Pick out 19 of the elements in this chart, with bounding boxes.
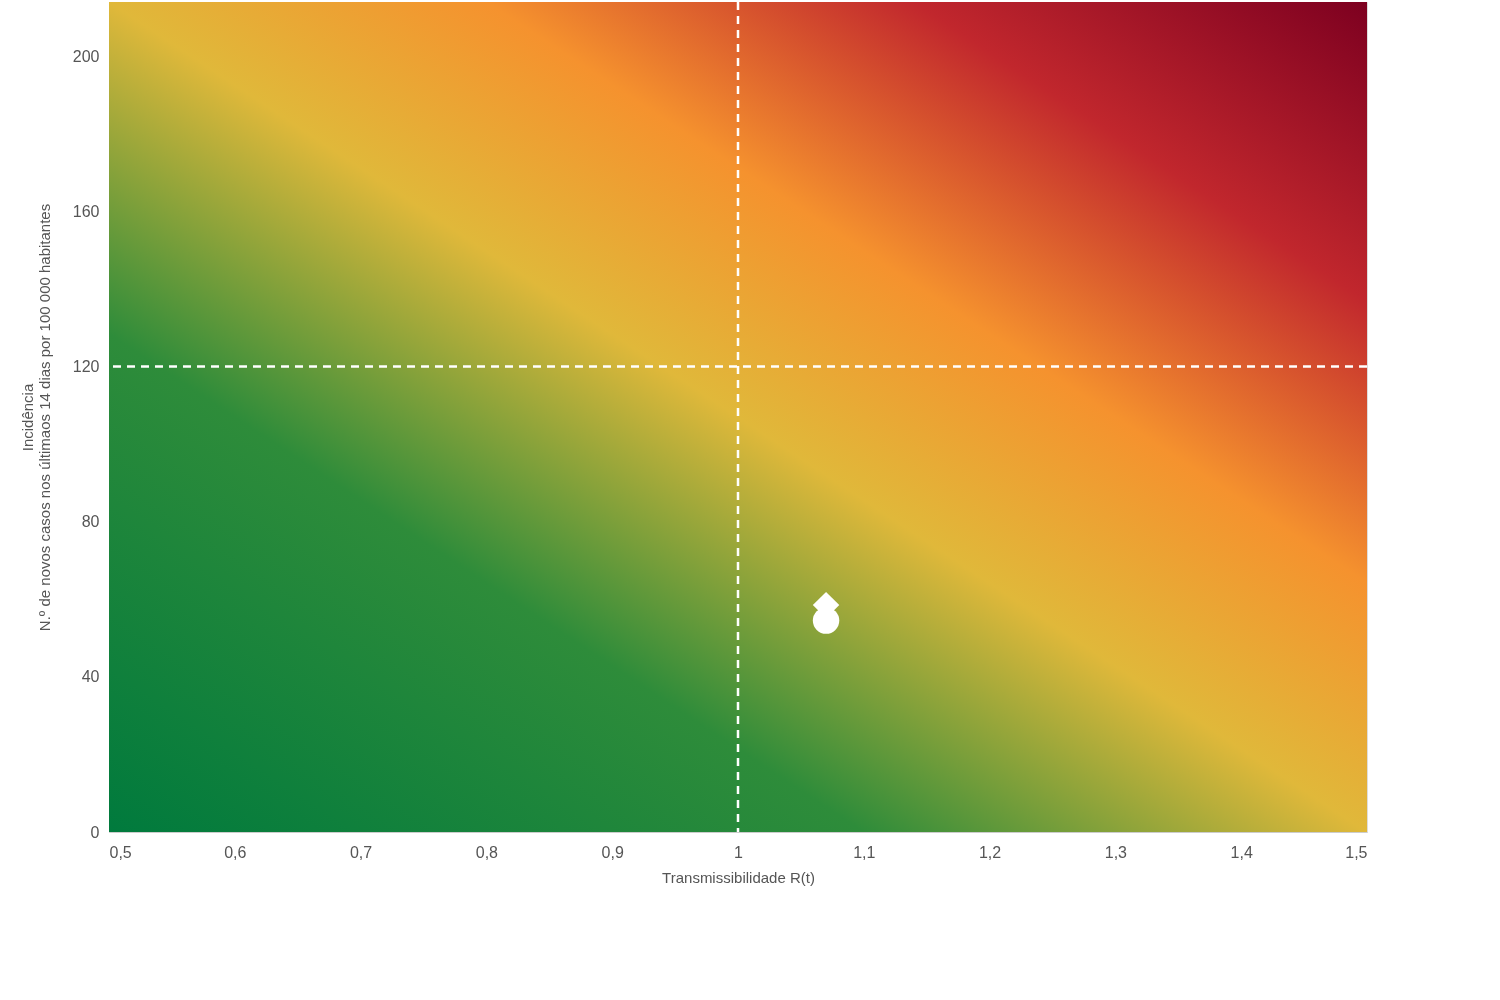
y-tick-label: 0 [90,823,100,841]
x-tick-label: 1,5 [1345,843,1368,861]
x-tick-label: 1 [734,843,744,861]
y-tick-label: 200 [72,47,100,65]
x-tick-label: 1,4 [1230,843,1253,861]
x-tick-label: 1,3 [1104,843,1128,861]
y-tick-label: 160 [72,202,100,220]
x-tick-label: 0,8 [475,843,499,861]
y-tick-label: 80 [81,513,100,531]
x-tick-label: 1,2 [978,843,1002,861]
y-axis-title: Incidência N.º de novos casos nos últimaos 14 dias por 100 000 habitantes [18,203,53,632]
y-tick-label: 120 [72,358,100,376]
x-tick-label: 0,7 [349,843,373,861]
x-tick-label: 1,1 [853,843,876,861]
x-tick-label: 0,9 [601,843,624,861]
y-tick-label: 40 [81,668,100,686]
x-tick-label: 0,6 [224,843,247,861]
x-tick-label: 0,5 [109,843,132,861]
x-axis-title: Transmissibilidade R(t) [662,868,815,886]
